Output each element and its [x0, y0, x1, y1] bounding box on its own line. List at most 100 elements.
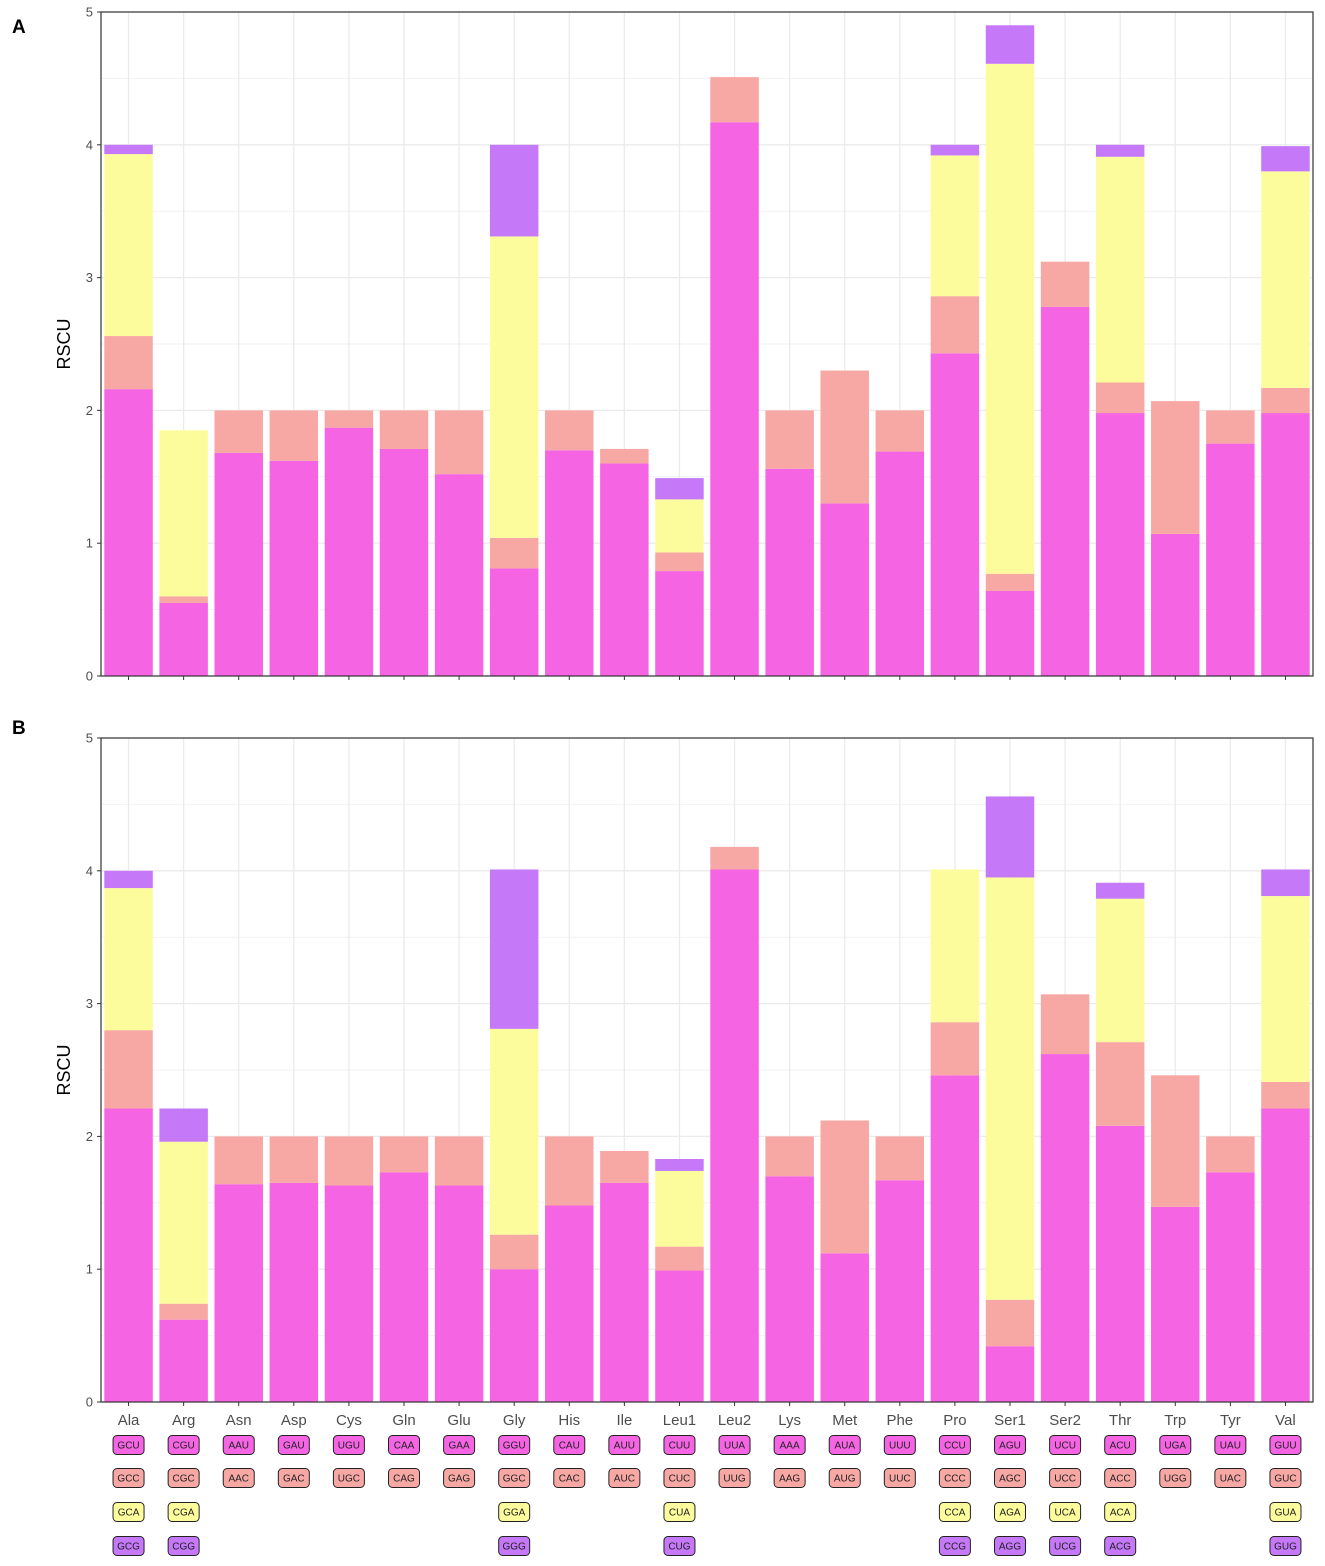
codon-label: UAU — [1220, 1441, 1241, 1452]
bar-leu1-codon2 — [655, 552, 704, 572]
codon-label: UUG — [723, 1474, 745, 1485]
codon-label: CUU — [669, 1441, 691, 1452]
bar-phe-codon1 — [875, 1180, 925, 1402]
codon-box — [773, 1468, 806, 1488]
codon-box — [167, 1536, 200, 1556]
x-category-label: Gly — [503, 1412, 526, 1429]
bar-ala-codon4 — [104, 144, 153, 155]
bar-leu2-codon1 — [710, 869, 759, 1402]
codon-label: UGU — [338, 1441, 360, 1452]
bar-gly-codon1 — [489, 568, 539, 676]
codon-box — [498, 1435, 531, 1455]
bar-asn-codon1 — [214, 452, 263, 676]
bar-ile-codon2 — [600, 1151, 649, 1183]
bar-gln-codon1 — [379, 448, 429, 676]
bar-ala-codon3 — [104, 888, 153, 1031]
codon-label: AGC — [999, 1474, 1021, 1485]
bar-met-codon2 — [820, 370, 869, 504]
bar-leu2-codon2 — [710, 77, 759, 123]
codon-label: CAU — [559, 1441, 580, 1452]
codon-box — [994, 1502, 1026, 1522]
bar-ser2-codon2 — [1040, 261, 1090, 307]
panel-label: B — [12, 718, 26, 739]
bar-ala-codon4 — [104, 870, 153, 889]
x-category-label: Glu — [447, 1412, 470, 1429]
codon-box — [663, 1536, 696, 1556]
codon-box — [1104, 1502, 1137, 1522]
bar-ser1-codon2 — [985, 1299, 1035, 1347]
bar-gly-codon3 — [489, 1028, 539, 1235]
codon-box — [443, 1435, 476, 1455]
codon-box — [498, 1502, 531, 1522]
codon-box — [663, 1502, 696, 1522]
codon-box — [112, 1435, 145, 1455]
codon-box — [553, 1435, 586, 1455]
codon-label: ACG — [1109, 1542, 1131, 1553]
codon-label: CUA — [669, 1508, 690, 1519]
bar-lys-codon1 — [765, 1176, 814, 1402]
codon-label: GCU — [117, 1441, 139, 1452]
codon-box — [994, 1468, 1026, 1488]
bar-ser1-codon4 — [985, 796, 1035, 878]
bar-pro-codon1 — [930, 1075, 980, 1402]
codon-label: CCC — [944, 1474, 966, 1485]
codon-label: GUC — [1274, 1474, 1296, 1485]
codon-label: AAG — [779, 1474, 800, 1485]
codon-label: GCG — [117, 1542, 140, 1553]
bar-asn-codon2 — [214, 410, 263, 453]
codon-box — [277, 1468, 310, 1488]
bar-thr-codon2 — [1095, 382, 1145, 414]
bar-leu2-codon2 — [710, 846, 759, 870]
codon-label: UUU — [889, 1441, 911, 1452]
codon-label: UUC — [889, 1474, 911, 1485]
codon-label: CCU — [944, 1441, 966, 1452]
bar-val-codon3 — [1261, 896, 1310, 1082]
y-tick-label: 4 — [86, 863, 93, 878]
codon-box — [1049, 1468, 1082, 1488]
codon-box — [1104, 1536, 1137, 1556]
bar-leu1-codon1 — [655, 1270, 704, 1402]
codon-box — [994, 1536, 1026, 1556]
codon-box — [1269, 1435, 1302, 1455]
bar-his-codon2 — [545, 1136, 594, 1206]
bar-asn-codon1 — [214, 1184, 263, 1402]
codon-label: UAC — [1220, 1474, 1241, 1485]
bar-gly-codon4 — [489, 144, 539, 237]
codon-label: ACU — [1110, 1441, 1131, 1452]
y-tick-label: 1 — [86, 1262, 93, 1277]
bar-asp-codon1 — [269, 1182, 319, 1402]
y-axis-title: RSCU — [54, 318, 74, 369]
bar-thr-codon1 — [1095, 413, 1145, 676]
codon-legend: GCU GCC GCA GCG CGU CGC CGA CGG AAU AAC GAU GAC UGU U… — [112, 1435, 1302, 1556]
codon-label: ACC — [1110, 1474, 1131, 1485]
bar-lys-codon2 — [765, 410, 814, 469]
y-tick-label: 3 — [86, 270, 93, 285]
bar-ser1-codon3 — [985, 877, 1035, 1300]
bar-pro-codon1 — [930, 353, 980, 676]
bar-val-codon1 — [1261, 1108, 1310, 1402]
bar-ser1-codon1 — [985, 591, 1035, 676]
bar-met-codon1 — [820, 503, 869, 676]
panel-border — [100, 11, 1314, 677]
codon-box — [167, 1468, 200, 1488]
bar-phe-codon1 — [875, 451, 925, 676]
codon-box — [222, 1435, 255, 1455]
bar-phe-codon2 — [875, 410, 925, 452]
y-tick-label: 0 — [86, 1395, 93, 1410]
bar-thr-codon3 — [1095, 898, 1145, 1043]
codon-box — [1104, 1435, 1137, 1455]
bar-gly-codon4 — [489, 869, 539, 1029]
x-category-label: His — [558, 1412, 580, 1429]
codon-label: GUG — [1274, 1542, 1297, 1553]
codon-box — [443, 1468, 476, 1488]
y-tick-label: 2 — [86, 403, 93, 418]
codon-label: CCG — [944, 1542, 966, 1553]
bar-gln-codon1 — [379, 1172, 429, 1402]
codon-label: GGU — [503, 1441, 526, 1452]
codon-box — [718, 1435, 751, 1455]
bar-leu1-codon1 — [655, 571, 704, 676]
bar-gly-codon1 — [489, 1269, 539, 1402]
codon-label: AGU — [999, 1441, 1021, 1452]
bar-ala-codon2 — [104, 336, 153, 390]
